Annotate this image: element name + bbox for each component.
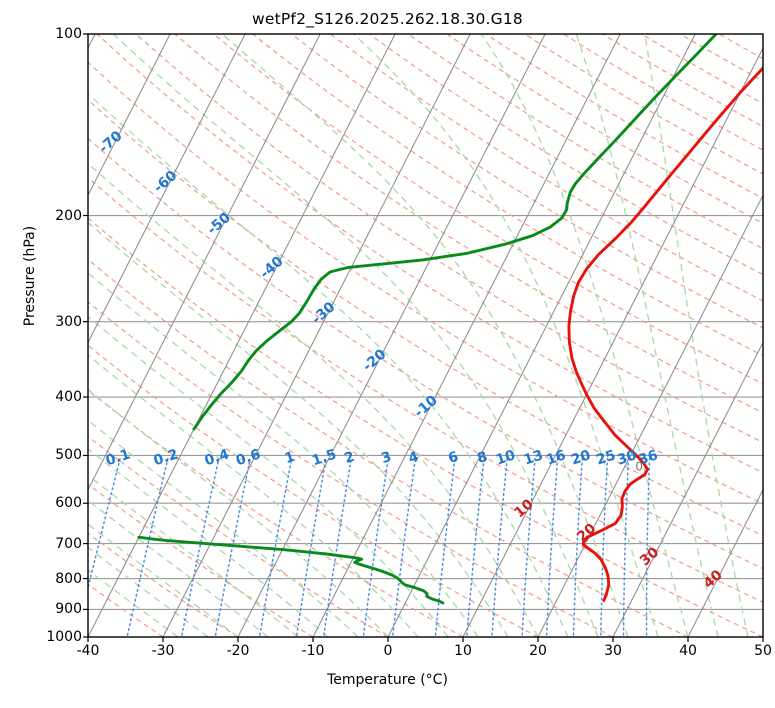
line-label: 8: [475, 449, 489, 467]
x-axis-tick-label: -40: [76, 643, 100, 659]
axis-ticks: [83, 33, 764, 642]
y-axis-tick-label: 400: [55, 389, 82, 406]
line-label: 3: [379, 449, 393, 467]
moist-adiabat-lines: [88, 34, 749, 637]
y-axis-tick-label: 500: [55, 447, 82, 464]
y-axis-tick-label: 100: [55, 26, 82, 42]
line-label: 25: [594, 447, 617, 468]
line-label: 1: [283, 449, 297, 467]
dry-adiabat-lines: [88, 34, 763, 637]
line-label: 0.4: [203, 446, 232, 469]
x-axis-tick-label: -20: [226, 643, 250, 659]
line-label: 6: [446, 449, 460, 467]
y-axis-tick-label: 200: [55, 207, 82, 224]
x-axis-tick-label: -30: [151, 643, 175, 659]
x-axis-tick-label: 0: [383, 643, 393, 659]
line-label: 10: [494, 447, 518, 468]
y-axis-tick-label: 900: [55, 601, 82, 618]
plot-background: [88, 34, 763, 637]
x-axis-tick-label: 10: [454, 643, 472, 659]
line-label: 16: [544, 447, 567, 468]
line-label: 13: [522, 447, 545, 468]
y-axis-tick-label: 1000: [46, 629, 82, 645]
y-axis-tick-label: 300: [55, 313, 82, 330]
line-label: -90: [0, 60, 10, 89]
origin-marker-label: 0: [635, 460, 643, 474]
plot-frame: [87, 33, 764, 638]
y-axis-tick-label: 700: [55, 535, 82, 552]
line-label: 20: [569, 447, 593, 468]
x-axis-tick-label: 20: [529, 643, 547, 659]
x-axis-tick-label: 30: [604, 643, 622, 659]
chart-title: wetPf2_S126.2025.262.18.30.G18: [252, 10, 523, 28]
x-axis-label: Temperature (°C): [327, 672, 448, 688]
x-axis-tick-label: 50: [754, 643, 772, 659]
x-axis-tick-label: 40: [679, 643, 697, 659]
sounding-curves: [137, 34, 763, 605]
y-axis-tick-label: 600: [55, 495, 82, 512]
y-axis-tick-labels: 100 200 300 400 500 600 700 800 900 1000: [22, 0, 82, 708]
line-label: 36: [637, 447, 660, 468]
line-label: 0.6: [234, 446, 263, 469]
inline-line-labels: -100-90-80-70-60-50-40-30-20-10102030400…: [0, 60, 726, 592]
line-label: 1.5: [310, 446, 339, 469]
line-label: 0.1: [104, 446, 133, 469]
line-label: 30: [615, 447, 639, 468]
line-label: 0.2: [152, 446, 181, 469]
line-label: 2: [342, 449, 356, 467]
y-axis-tick-label: 800: [55, 570, 82, 587]
x-axis-tick-label: -10: [301, 643, 325, 659]
